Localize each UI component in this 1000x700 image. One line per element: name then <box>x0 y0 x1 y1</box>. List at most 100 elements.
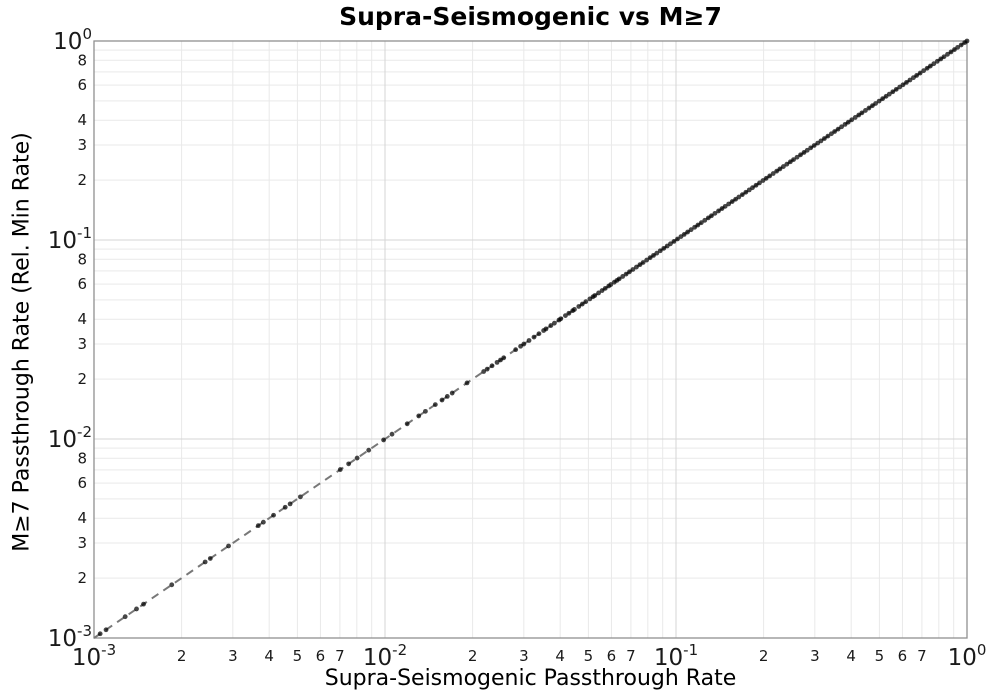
data-point <box>890 89 896 95</box>
x-minor-tick-label: 4 <box>555 647 565 665</box>
data-point <box>671 238 677 244</box>
y-minor-tick-label: 4 <box>77 509 87 527</box>
y-minor-tick-label: 6 <box>77 76 87 94</box>
data-point <box>941 54 947 60</box>
data-point <box>122 614 128 620</box>
data-point <box>484 366 490 372</box>
x-minor-tick-label: 5 <box>293 647 303 665</box>
y-minor-tick-label: 4 <box>77 310 87 328</box>
data-point <box>921 68 927 74</box>
y-minor-tick-label: 3 <box>77 136 87 154</box>
data-point <box>572 307 577 312</box>
x-minor-tick-label: 3 <box>228 647 238 665</box>
data-point <box>722 203 728 209</box>
data-point <box>904 79 909 85</box>
data-point <box>640 260 646 265</box>
data-point <box>798 152 803 158</box>
data-point <box>835 126 841 132</box>
y-minor-tick-label: 6 <box>77 474 87 492</box>
data-point <box>780 164 786 169</box>
data-point <box>536 331 542 337</box>
data-point <box>757 180 762 186</box>
data-point <box>271 512 276 518</box>
data-point <box>366 447 372 453</box>
chart-title: Supra-Seismogenic vs M≥7 <box>339 2 722 31</box>
data-point <box>900 82 906 88</box>
data-point <box>647 255 653 261</box>
data-point <box>750 185 755 191</box>
plot-frame <box>93 40 968 639</box>
x-minor-tick-label: 5 <box>584 647 594 665</box>
data-point <box>784 161 790 167</box>
data-point <box>97 631 103 637</box>
data-point <box>513 347 519 353</box>
data-point <box>931 61 937 67</box>
data-point <box>287 501 293 507</box>
y-minor-tick-label: 3 <box>77 534 87 552</box>
data-point <box>849 117 855 123</box>
data-point <box>543 326 549 332</box>
data-point <box>558 316 564 322</box>
y-minor-tick-label: 8 <box>77 250 87 268</box>
data-point <box>103 627 109 633</box>
y-minor-tick-label: 6 <box>77 275 87 293</box>
data-point <box>630 267 636 272</box>
data-point <box>202 559 208 565</box>
data-point <box>579 301 585 307</box>
data-point <box>914 73 920 78</box>
data-point <box>767 173 773 179</box>
data-point <box>521 341 527 347</box>
data-point <box>481 369 487 374</box>
x-minor-tick-label: 7 <box>917 647 927 665</box>
y-minor-tick-label: 2 <box>77 569 87 587</box>
data-point <box>729 199 735 204</box>
data-point <box>620 274 626 279</box>
data-point <box>627 269 632 275</box>
x-minor-tick-label: 6 <box>607 647 617 665</box>
data-point <box>548 323 554 328</box>
data-point <box>863 108 868 113</box>
data-point <box>169 582 175 588</box>
y-major-tick-label: 100 <box>53 25 92 55</box>
data-point <box>602 285 608 291</box>
data-point <box>876 98 882 104</box>
data-point <box>763 175 769 181</box>
data-point <box>712 210 718 216</box>
x-minor-tick-label: 3 <box>810 647 820 665</box>
data-point <box>616 276 622 282</box>
data-point <box>852 115 858 120</box>
data-point <box>702 217 708 223</box>
data-point <box>964 38 970 44</box>
x-minor-tick-label: 3 <box>519 647 529 665</box>
data-point <box>416 413 422 419</box>
data-point <box>753 182 759 188</box>
data-point <box>423 408 428 414</box>
data-point <box>698 220 704 226</box>
data-point <box>657 248 663 254</box>
y-major-tick-label: 10-1 <box>48 224 92 254</box>
data-point <box>818 138 824 144</box>
data-point <box>592 293 598 298</box>
y-minor-tick-label: 8 <box>77 449 87 467</box>
y-minor-tick-label: 8 <box>77 51 87 69</box>
data-point <box>596 290 601 296</box>
data-point <box>501 355 507 361</box>
y-major-tick-label: 10-2 <box>48 423 92 453</box>
data-point <box>404 421 410 427</box>
data-point <box>945 51 950 57</box>
data-point <box>739 192 745 198</box>
data-point <box>583 299 589 305</box>
data-point <box>958 42 964 48</box>
data-point <box>685 229 690 235</box>
data-point <box>681 231 687 237</box>
data-point <box>432 402 438 407</box>
data-point <box>439 397 445 403</box>
data-point <box>770 171 776 176</box>
data-point <box>675 236 680 242</box>
data-point <box>563 313 568 319</box>
data-point <box>859 110 865 116</box>
data-point <box>346 461 352 467</box>
data-point <box>907 77 913 83</box>
